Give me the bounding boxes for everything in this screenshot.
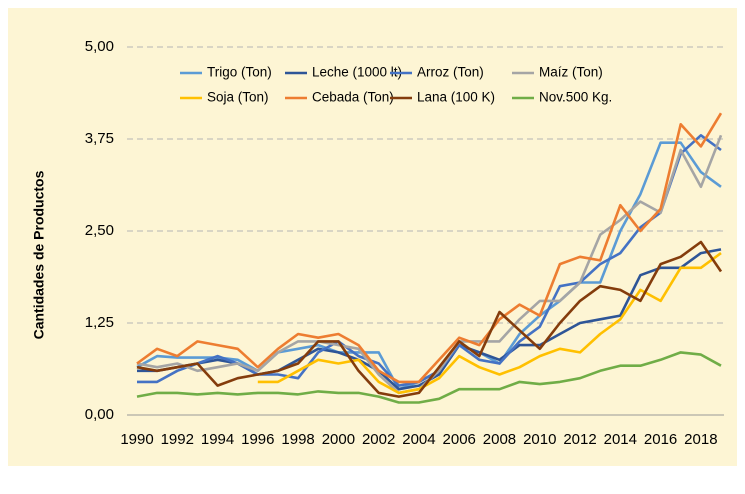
background (8, 8, 737, 466)
x-tick-label: 2002 (362, 431, 395, 448)
x-tick-label: 2006 (443, 431, 476, 448)
y-tick-label: 2,50 (85, 222, 114, 239)
y-tick-label: 5,00 (85, 38, 114, 55)
series-line (136, 240, 723, 398)
x-tick-label: 1990 (120, 431, 153, 448)
legend-label: Cebada (Ton) (312, 90, 394, 105)
series-line (136, 351, 722, 404)
y-axis-label: Cantidades de Productos (31, 170, 47, 339)
x-tick-label: 2010 (523, 431, 556, 448)
x-tick-label: 1994 (201, 431, 234, 448)
x-tick-label: 1992 (161, 431, 194, 448)
legend-label: Arroz (Ton) (417, 65, 484, 80)
x-tick-label: 1996 (241, 431, 274, 448)
x-tick-label: 2008 (483, 431, 516, 448)
legend-label: Leche (1000 lt) (312, 65, 402, 80)
x-tick-label: 2018 (684, 431, 717, 448)
legend-label: Lana (100 K) (417, 90, 495, 105)
x-tick-label: 2000 (322, 431, 355, 448)
x-tick-label: 2016 (644, 431, 677, 448)
x-tick-label: 2012 (563, 431, 596, 448)
y-tick-label: 0,00 (85, 406, 114, 423)
legend-label: Soja (Ton) (207, 90, 269, 105)
x-tick-label: 2014 (604, 431, 637, 448)
legend-label: Nov.500 Kg. (539, 90, 612, 105)
x-tick-label: 2004 (402, 431, 435, 448)
series-line (136, 112, 723, 384)
series-line (137, 134, 722, 387)
x-tick-label: 1998 (281, 431, 314, 448)
legend-label: Maíz (Ton) (539, 65, 603, 80)
series-line (257, 252, 722, 395)
legend-label: Trigo (Ton) (207, 65, 272, 80)
y-tick-label: 3,75 (85, 130, 114, 147)
y-tick-label: 1,25 (85, 314, 114, 331)
